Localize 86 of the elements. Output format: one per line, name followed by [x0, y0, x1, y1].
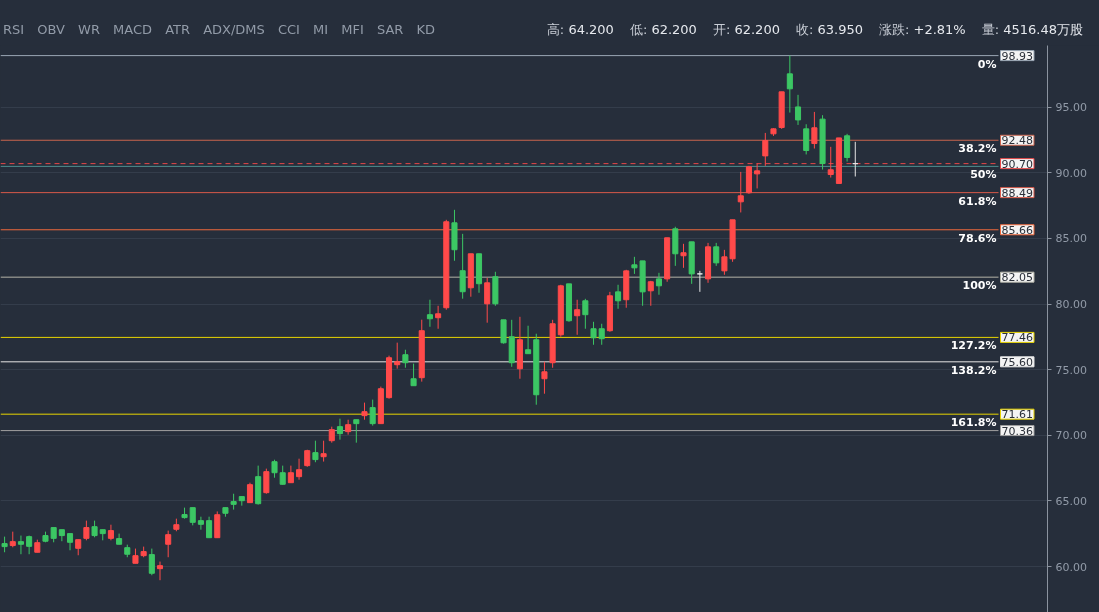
ref-line-label: 90.70	[1001, 157, 1033, 171]
text: 涨跌:	[878, 22, 910, 38]
text: 63.950	[817, 22, 863, 38]
ref-line-label: 75.60	[1001, 355, 1033, 369]
ref-line-label: 98.93	[1001, 49, 1033, 63]
candlestick	[345, 419, 352, 436]
candlestick	[353, 419, 360, 444]
ref-line-label: 70.36	[1001, 424, 1033, 438]
candlestick	[737, 171, 744, 213]
candlestick	[165, 530, 172, 558]
annotation: 127.2%	[950, 339, 997, 353]
candlestick	[762, 132, 769, 167]
candlestick	[410, 363, 417, 387]
candlestick	[320, 440, 327, 463]
candlestick	[459, 233, 466, 300]
candlestick	[246, 482, 254, 504]
candlestick	[794, 94, 802, 126]
annotation: 38.2%	[958, 142, 997, 156]
text: 62.200	[734, 22, 780, 38]
candlestick	[148, 548, 155, 576]
annotation: 161.8%	[950, 416, 997, 430]
candlestick	[426, 299, 433, 328]
text: +2.81%	[913, 22, 966, 38]
candlestick	[435, 305, 442, 330]
y-tick-label: 70.00	[1055, 429, 1087, 443]
text: 高:	[546, 22, 565, 38]
candlestick	[541, 361, 548, 395]
candlestick	[197, 516, 204, 531]
ref-line-label: 88.49	[1001, 186, 1033, 200]
candlestick	[156, 561, 164, 581]
candlestick	[786, 55, 793, 114]
y-tick-label: 65.00	[1055, 494, 1087, 508]
text: 64.200	[568, 22, 614, 38]
text: 62.200	[651, 22, 697, 38]
ref-line-label: 85.66	[1001, 223, 1033, 237]
candlestick	[17, 535, 24, 555]
candlestick	[598, 323, 605, 346]
candlestick	[590, 321, 597, 346]
annotation: 138.2%	[950, 363, 997, 377]
candlestick	[263, 468, 270, 495]
candlestick	[803, 123, 810, 155]
candlestick	[680, 243, 687, 269]
candlestick	[574, 299, 581, 336]
candlestick	[296, 458, 303, 481]
candlestick	[312, 440, 319, 463]
candlestick	[811, 111, 818, 150]
candlestick	[369, 399, 376, 427]
candlestick	[336, 418, 343, 441]
candlestick	[83, 520, 90, 541]
y-tick-label: 60.00	[1055, 560, 1087, 574]
text: 量:	[981, 22, 1000, 38]
annotation: 0%	[977, 57, 997, 71]
y-tick-label: 75.00	[1055, 363, 1087, 377]
annotation: 78.6%	[958, 231, 997, 245]
annotation: 61.8%	[958, 194, 997, 208]
y-tick-label: 85.00	[1055, 232, 1087, 246]
text: 4516.48万股	[1003, 22, 1083, 38]
y-tick-label: 80.00	[1055, 298, 1087, 312]
candlestick	[394, 342, 401, 370]
candlestick	[615, 284, 622, 310]
y-tick-label: 95.00	[1055, 101, 1087, 115]
candlestick	[525, 325, 532, 355]
candlestick	[582, 298, 589, 330]
candlestick	[655, 272, 662, 296]
candlestick	[279, 465, 286, 486]
y-tick-label: 90.00	[1055, 166, 1087, 180]
text: 开:	[712, 22, 731, 38]
annotation: 50%	[970, 168, 997, 182]
annotation: 100%	[962, 279, 997, 293]
ref-line-label: 77.46	[1001, 331, 1033, 345]
ref-line-label: 71.61	[1001, 408, 1033, 422]
candlestick	[827, 146, 834, 179]
candlestick	[647, 280, 654, 307]
candlestick	[696, 270, 703, 293]
text: RSI OBV WR MACD ATR ADX/DMS CCI MI MFI SAR KD	[2, 21, 435, 40]
candlestick	[844, 133, 851, 163]
candlestick	[214, 510, 221, 539]
candlestick	[754, 162, 761, 189]
ref-line-label: 82.05	[1001, 271, 1033, 285]
candlestick	[713, 242, 720, 267]
candlestick	[206, 516, 213, 539]
candlestick	[484, 277, 491, 324]
candlestick	[500, 319, 507, 345]
text: 收:	[795, 22, 814, 38]
ref-line-label: 92.48	[1001, 134, 1033, 148]
text: 低:	[629, 22, 648, 38]
